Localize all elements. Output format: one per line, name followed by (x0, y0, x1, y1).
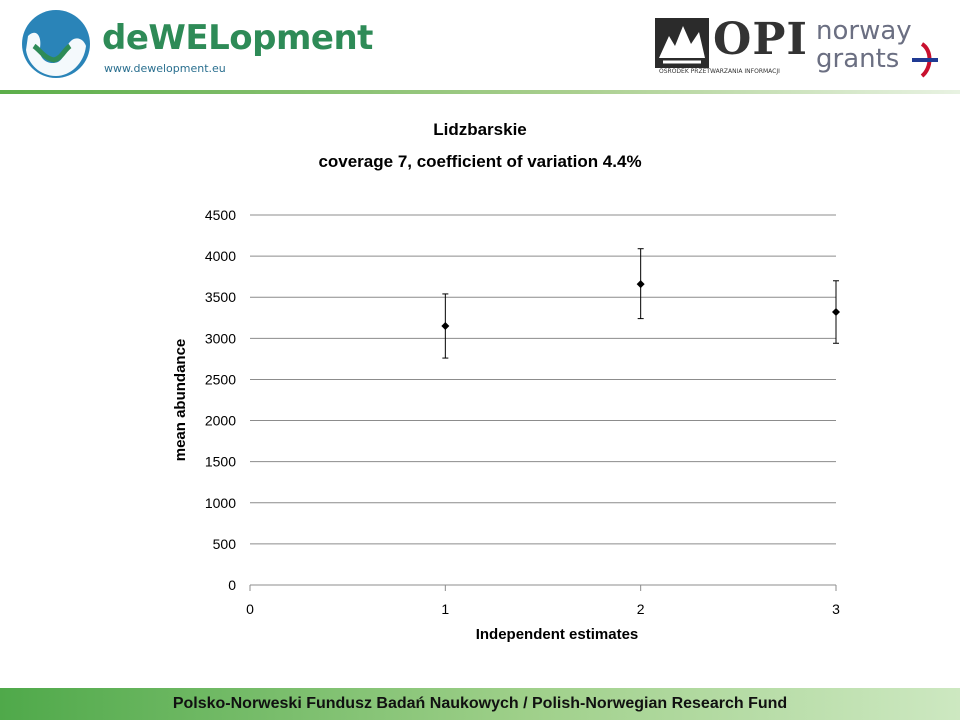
y-tick-label: 1000 (205, 495, 236, 511)
x-tick-label: 3 (832, 601, 840, 617)
norway-grants-logo[interactable]: norway grants (816, 16, 946, 82)
brand-url[interactable]: www.dewelopment.eu (104, 62, 226, 75)
globe-icon (22, 10, 90, 78)
y-tick-label: 4000 (205, 248, 236, 264)
y-tick-label: 1500 (205, 454, 236, 470)
x-tick-label: 0 (246, 601, 254, 617)
norway-grants-mark-icon (912, 42, 938, 78)
y-axis-title: mean abundance (172, 339, 189, 462)
chart-title: Lidzbarskie (433, 120, 527, 139)
chart-subtitle: coverage 7, coefficient of variation 4.4… (318, 152, 642, 171)
dewelopment-logo[interactable]: deWELopment www.dewelopment.eu (18, 6, 373, 84)
y-tick-label: 2000 (205, 413, 236, 429)
opi-text: OPI (713, 14, 808, 65)
y-tick-label: 500 (213, 536, 237, 552)
opi-tree-icon (655, 18, 709, 68)
x-axis-title: Independent estimates (476, 626, 639, 643)
y-tick-label: 0 (228, 577, 236, 593)
norway-line1: norway (816, 16, 912, 46)
x-tick-label: 1 (441, 601, 449, 617)
y-tick-label: 4500 (205, 207, 236, 223)
opi-logo[interactable]: OPI OŚRODEK PRZETWARZANIA INFORMACJI (655, 14, 807, 80)
data-point (832, 308, 840, 317)
norway-line2: grants (816, 44, 900, 74)
x-tick-label: 2 (637, 601, 645, 617)
header: deWELopment www.dewelopment.eu OPI OŚROD… (0, 0, 960, 92)
y-tick-label: 2500 (205, 371, 236, 387)
data-point (441, 322, 450, 330)
y-tick-label: 3500 (205, 289, 236, 305)
opi-subtitle: OŚRODEK PRZETWARZANIA INFORMACJI (659, 68, 780, 75)
y-tick-label: 3000 (205, 330, 236, 346)
footer-bar: Polsko-Norweski Fundusz Badań Naukowych … (0, 688, 960, 720)
footer-text: Polsko-Norweski Fundusz Badań Naukowych … (172, 695, 788, 712)
brand-name: deWELopment (102, 18, 373, 58)
header-divider (0, 90, 960, 94)
data-point (636, 280, 645, 289)
